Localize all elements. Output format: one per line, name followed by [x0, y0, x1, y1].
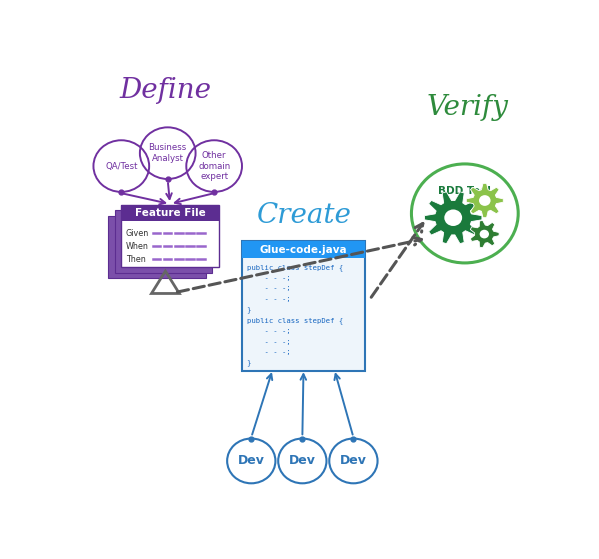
- FancyBboxPatch shape: [122, 205, 219, 267]
- Text: BDD Tool: BDD Tool: [438, 186, 491, 196]
- Text: - - -;: - - -;: [247, 286, 291, 291]
- FancyBboxPatch shape: [122, 205, 219, 221]
- Polygon shape: [425, 192, 482, 244]
- Circle shape: [480, 230, 489, 239]
- Text: Glue-code.java: Glue-code.java: [260, 245, 347, 254]
- Circle shape: [479, 195, 491, 206]
- Text: - - -;: - - -;: [247, 328, 291, 334]
- Text: Create: Create: [257, 202, 352, 229]
- Text: public class stepDef {: public class stepDef {: [247, 317, 343, 324]
- Text: Business
Analyst: Business Analyst: [149, 144, 187, 163]
- FancyBboxPatch shape: [115, 210, 212, 273]
- Text: Feature File: Feature File: [135, 208, 205, 218]
- FancyBboxPatch shape: [242, 241, 365, 371]
- Circle shape: [444, 210, 462, 226]
- Text: }: }: [247, 359, 251, 366]
- Text: Dev: Dev: [289, 454, 316, 467]
- Text: Dev: Dev: [340, 454, 367, 467]
- Text: Then: Then: [126, 254, 146, 263]
- Text: public class stepDef {: public class stepDef {: [247, 264, 343, 271]
- Text: When: When: [126, 241, 149, 250]
- Text: Given: Given: [126, 229, 149, 238]
- Text: Dev: Dev: [238, 454, 265, 467]
- Text: }: }: [247, 306, 251, 313]
- Text: - - -;: - - -;: [247, 339, 291, 345]
- Text: - - -;: - - -;: [247, 349, 291, 356]
- Circle shape: [412, 164, 518, 263]
- Text: - - -;: - - -;: [247, 296, 291, 302]
- FancyBboxPatch shape: [108, 216, 206, 278]
- Text: Other
domain
expert: Other domain expert: [198, 151, 230, 181]
- Text: Verify: Verify: [426, 94, 508, 121]
- Polygon shape: [470, 220, 499, 248]
- Text: Define: Define: [119, 77, 211, 105]
- Text: - - -;: - - -;: [247, 275, 291, 281]
- Text: QA/Test: QA/Test: [105, 162, 138, 170]
- Polygon shape: [466, 183, 503, 217]
- FancyBboxPatch shape: [242, 241, 365, 258]
